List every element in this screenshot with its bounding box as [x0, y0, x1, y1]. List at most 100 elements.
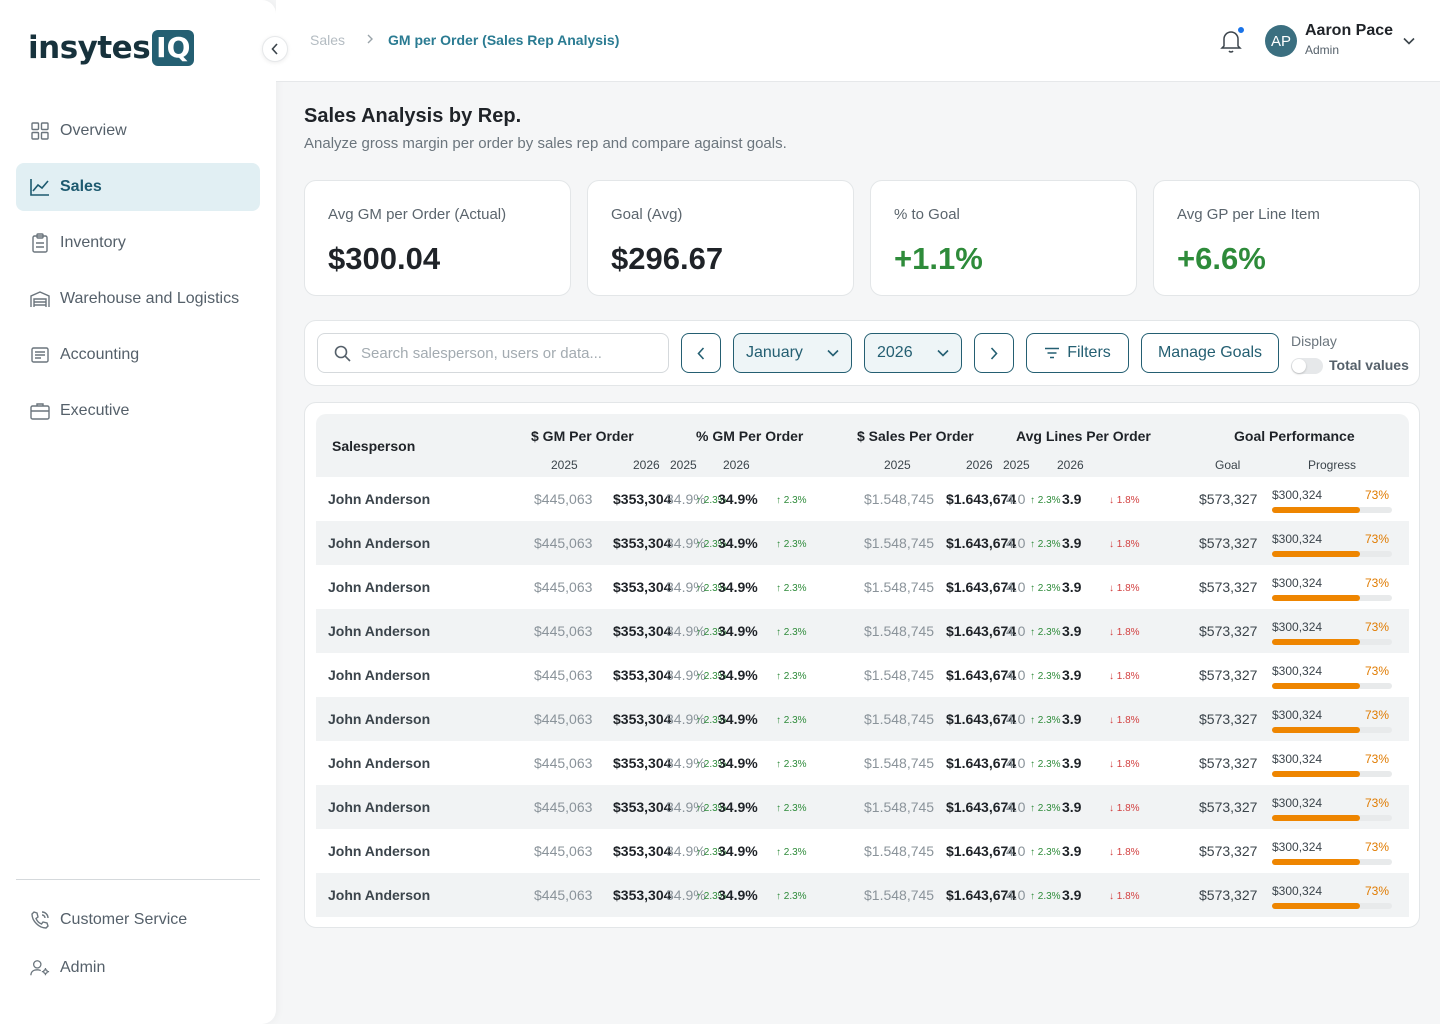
sales-2026-cell: $1.643,674 — [946, 491, 1017, 507]
sales-2025-cell: $1.548,745 — [864, 623, 935, 639]
pct-2026-cell: 34.9% — [718, 711, 758, 727]
column-header-sales-per-order[interactable]: $ Sales Per Order — [857, 428, 974, 444]
lines-2026-cell: 3.9 — [1062, 755, 1082, 771]
salesperson-cell: John Anderson — [328, 887, 431, 903]
pct-2026-delta: ↑ 2.3% — [776, 889, 807, 905]
delta-value: 1.8% — [1116, 803, 1140, 814]
goal-progress-bar — [1272, 595, 1392, 601]
delta-value: 2.3% — [703, 671, 727, 682]
kpi-card-goal-avg: Goal (Avg) $296.67 — [587, 180, 854, 296]
user-menu-chevron-down-icon[interactable] — [1403, 32, 1415, 50]
delta-value: 2.3% — [783, 539, 807, 550]
search-input[interactable] — [361, 344, 651, 362]
lines-2025-cell: 4.0 — [1006, 535, 1026, 551]
sidebar-item-overview[interactable]: Overview — [16, 107, 260, 155]
sidebar-bottom-nav: Customer Service Admin — [16, 896, 260, 992]
goal-progress-fill — [1272, 551, 1360, 557]
gm-2026-cell: $353,304 — [613, 799, 672, 815]
chevron-right-icon — [367, 33, 374, 47]
delta-value: 1.8% — [1116, 847, 1140, 858]
notifications-button[interactable] — [1219, 26, 1247, 56]
salesperson-cell: John Anderson — [328, 667, 431, 683]
table-row[interactable]: John Anderson $445,063 $353,304 34.9% ↑ 2.3%… — [316, 873, 1409, 917]
goal-progress-bar — [1272, 683, 1392, 689]
lines-2025-delta: ↑ 2.3% — [1030, 757, 1061, 773]
bell-icon — [1220, 31, 1242, 53]
table-row[interactable]: John Anderson $445,063 $353,304 34.9% ↑ 2.3%… — [316, 785, 1409, 829]
gm-2026-cell: $353,304 — [613, 667, 672, 683]
goal-cell: $573,327 — [1199, 667, 1258, 683]
table-row[interactable]: John Anderson $445,063 $353,304 34.9% ↑ 2.3%… — [316, 653, 1409, 697]
table-row[interactable]: John Anderson $445,063 $353,304 34.9% ↑ 2.3%… — [316, 697, 1409, 741]
sidebar-item-label: Overview — [60, 122, 127, 139]
kpi-label: Goal (Avg) — [611, 206, 683, 223]
pct-2025-cell: 34.9% — [666, 843, 706, 859]
gm-2026-cell: $353,304 — [613, 711, 672, 727]
table-row[interactable]: John Anderson $445,063 $353,304 34.9% ↑ 2.3%… — [316, 609, 1409, 653]
arrow-up-icon: ↑ — [696, 891, 704, 902]
pct-2026-delta: ↑ 2.3% — [776, 757, 807, 773]
delta-value: 2.3% — [1037, 495, 1061, 506]
sidebar-item-accounting[interactable]: Accounting — [16, 331, 260, 379]
lines-2025-cell: 4.0 — [1006, 887, 1026, 903]
table-row[interactable]: John Anderson $445,063 $353,304 34.9% ↑ 2.3%… — [316, 521, 1409, 565]
column-header-salesperson[interactable]: Salesperson — [332, 438, 416, 454]
pct-2026-cell: 34.9% — [718, 843, 758, 859]
sidebar-item-sales[interactable]: Sales — [16, 163, 260, 211]
user-name[interactable]: Aaron Pace — [1305, 22, 1394, 39]
progress-pct-cell: 73% — [1365, 620, 1390, 634]
arrow-up-icon: ↑ — [776, 671, 784, 682]
manage-goals-button[interactable]: Manage Goals — [1141, 333, 1279, 373]
month-select[interactable]: January — [733, 333, 852, 373]
delta-value: 1.8% — [1116, 671, 1140, 682]
delta-value: 2.3% — [783, 583, 807, 594]
sidebar-item-customer-service[interactable]: Customer Service — [16, 896, 260, 944]
next-period-button[interactable] — [974, 333, 1014, 373]
prev-period-button[interactable] — [681, 333, 721, 373]
total-values-toggle[interactable] — [1291, 358, 1323, 374]
column-header-avg-lines-per-order[interactable]: Avg Lines Per Order — [1016, 428, 1151, 444]
column-header-pct-gm-per-order[interactable]: % GM Per Order — [696, 428, 804, 444]
pct-2025-delta: ↑ 2.3% — [696, 889, 727, 905]
gm-2025-cell: $445,063 — [534, 887, 593, 903]
sidebar-item-inventory[interactable]: Inventory — [16, 219, 260, 267]
breadcrumb-parent[interactable]: Sales — [310, 32, 346, 48]
chevron-left-icon — [271, 43, 278, 55]
arrow-up-icon: ↑ — [1030, 539, 1038, 550]
column-header-gm-per-order[interactable]: $ GM Per Order — [531, 428, 634, 444]
breadcrumb-current: GM per Order (Sales Rep Analysis) — [388, 32, 620, 48]
avatar[interactable]: AP — [1265, 25, 1297, 57]
lines-2025-delta: ↑ 2.3% — [1030, 801, 1061, 817]
subheader-goal: Goal — [1215, 458, 1241, 472]
goal-progress-fill — [1272, 771, 1360, 777]
table-row[interactable]: John Anderson $445,063 $353,304 34.9% ↑ 2.3%… — [316, 741, 1409, 785]
sales-2026-cell: $1.643,674 — [946, 535, 1017, 551]
table-row[interactable]: John Anderson $445,063 $353,304 34.9% ↑ 2.3%… — [316, 477, 1409, 521]
table-row[interactable]: John Anderson $445,063 $353,304 34.9% ↑ 2.3%… — [316, 829, 1409, 873]
pct-2025-delta: ↑ 2.3% — [696, 713, 727, 729]
arrow-up-icon: ↑ — [696, 803, 704, 814]
sidebar-item-executive[interactable]: Executive — [16, 387, 260, 435]
year-select[interactable]: 2026 — [864, 333, 962, 373]
table-row[interactable]: John Anderson $445,063 $353,304 34.9% ↑ 2.3%… — [316, 565, 1409, 609]
arrow-down-icon: ↓ — [1109, 891, 1117, 902]
filters-button[interactable]: Filters — [1026, 333, 1129, 373]
search-box[interactable] — [317, 333, 669, 373]
table-header: Salesperson $ GM Per Order % GM Per Orde… — [316, 414, 1409, 477]
notification-dot — [1237, 26, 1245, 34]
sidebar-item-label: Accounting — [60, 346, 140, 363]
sidebar-item-admin[interactable]: Admin — [16, 944, 260, 992]
goal-progress-bar — [1272, 859, 1392, 865]
lines-2025-delta: ↑ 2.3% — [1030, 581, 1061, 597]
lines-2026-cell: 3.9 — [1062, 491, 1082, 507]
app-logo[interactable]: insytes IQ — [28, 30, 195, 66]
goal-progress-fill — [1272, 815, 1360, 821]
sidebar-collapse-button[interactable] — [262, 36, 288, 62]
arrow-down-icon: ↓ — [1109, 847, 1117, 858]
column-header-goal-performance[interactable]: Goal Performance — [1234, 428, 1355, 444]
sales-rep-table-card: Salesperson $ GM Per Order % GM Per Orde… — [304, 402, 1420, 928]
grid-icon — [30, 121, 50, 141]
delta-value: 2.3% — [1037, 539, 1061, 550]
sidebar-item-warehouse[interactable]: Warehouse and Logistics — [16, 275, 260, 323]
subheader-2026: 2026 — [966, 458, 993, 472]
